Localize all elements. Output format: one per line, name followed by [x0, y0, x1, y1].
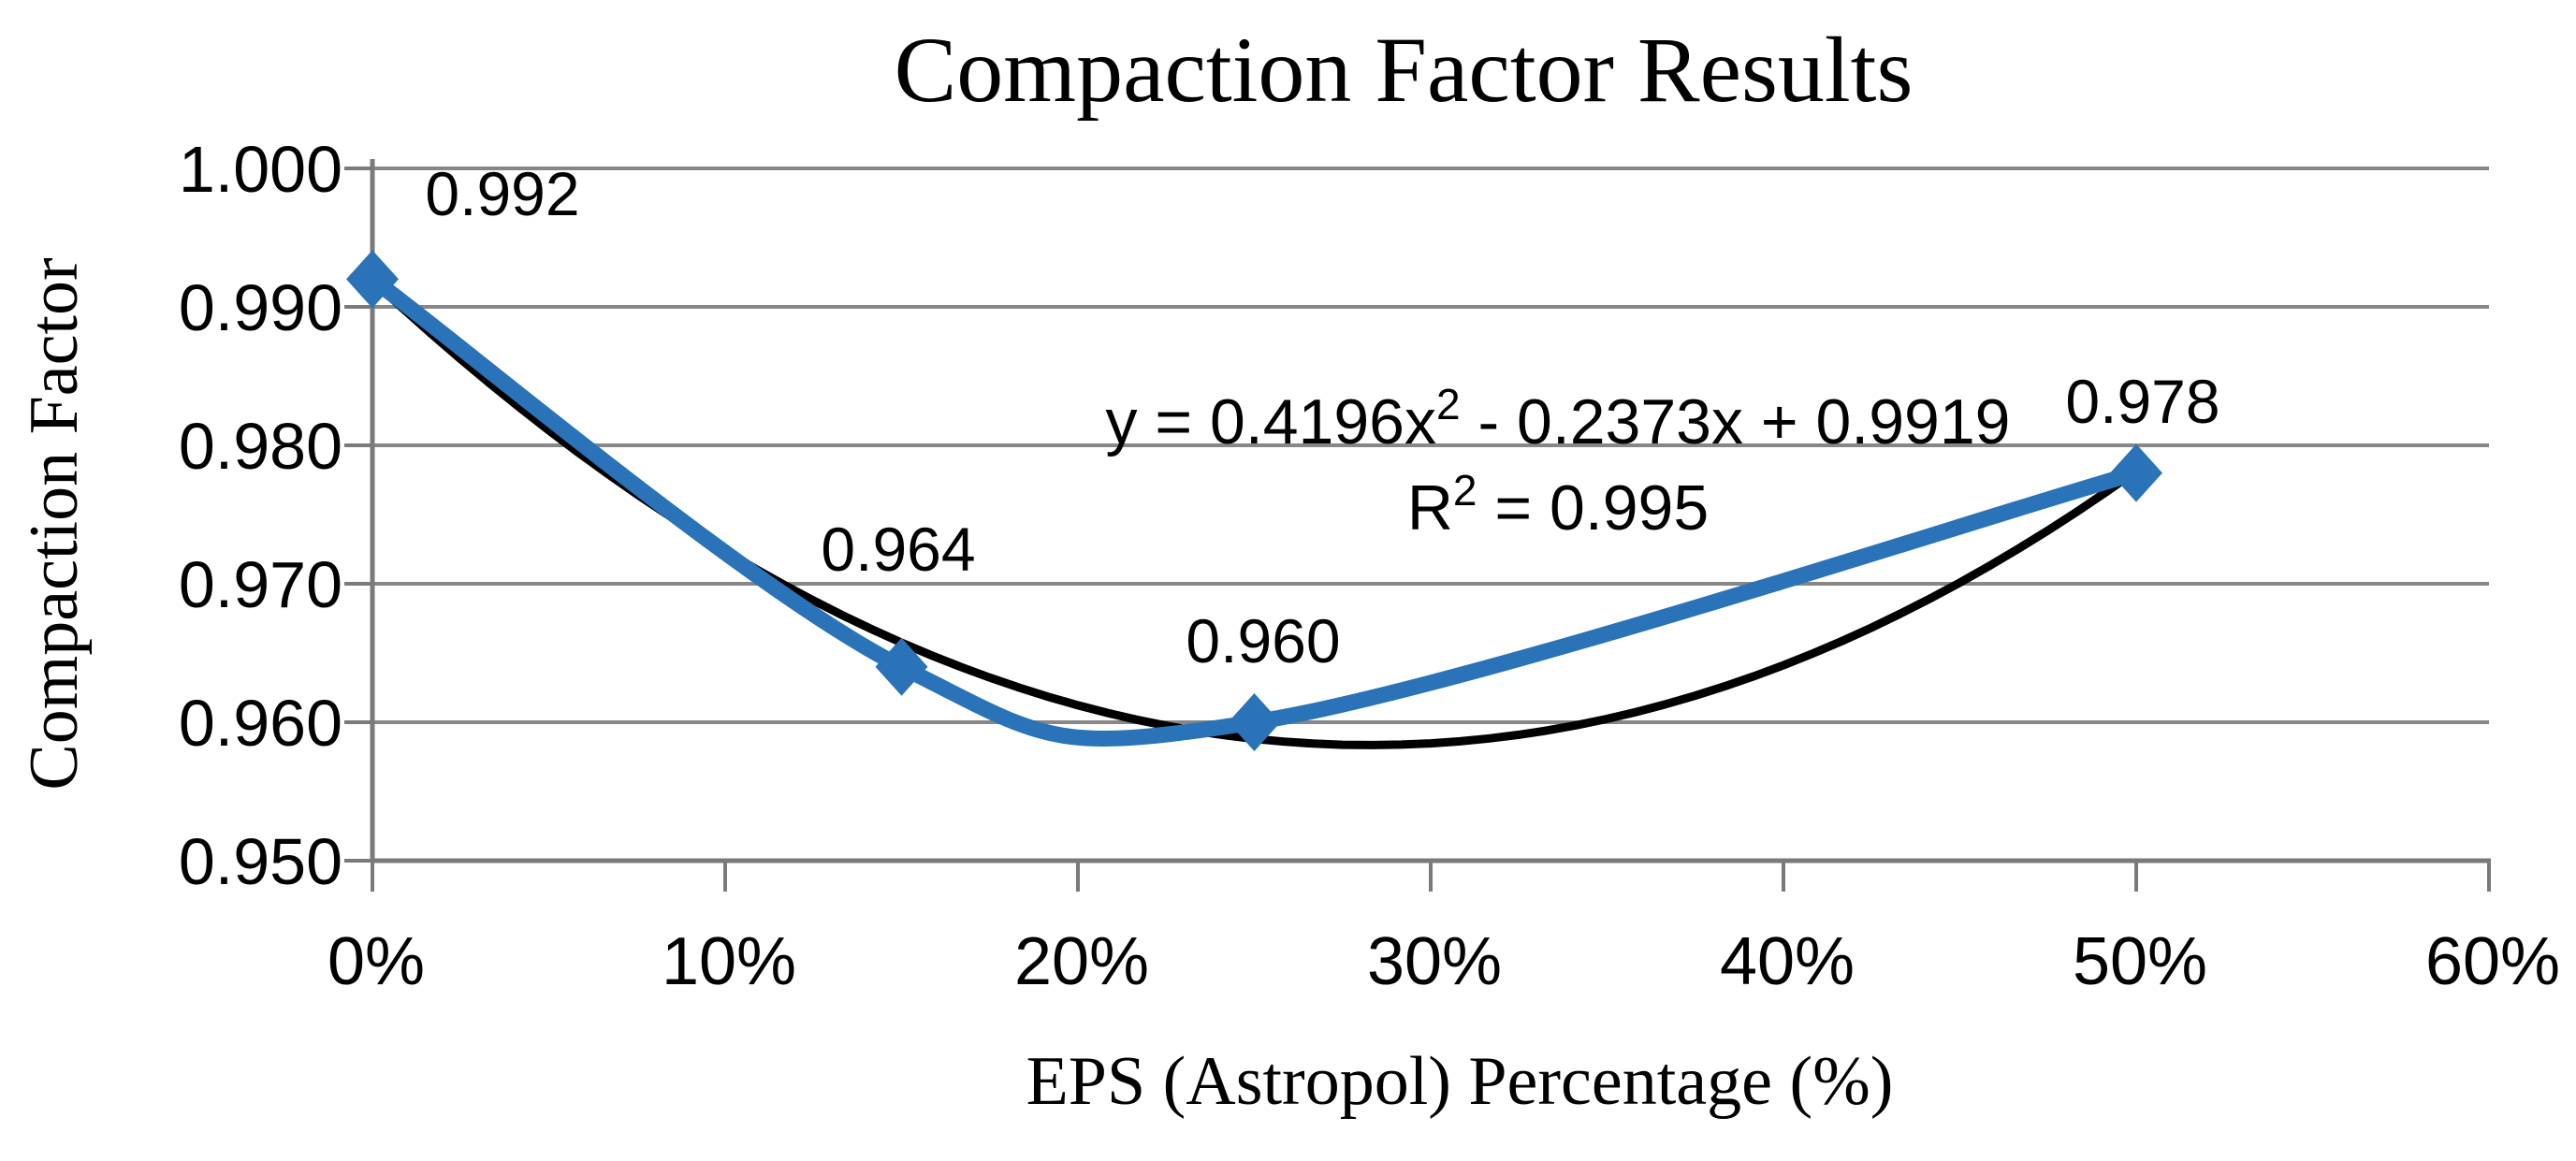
y-tick-label: 0.950 [179, 825, 342, 898]
trendline-annotation: y = 0.4196x2 - 0.2373x + 0.9919 R2 = 0.99… [1106, 380, 2011, 544]
series-line [364, 270, 2145, 747]
x-tick-label: 30% [1367, 924, 1502, 999]
trendline-equation-label: y = 0.4196x2 - 0.2373x + 0.9919 [1106, 380, 2011, 457]
x-tick-label: 50% [2073, 924, 2207, 999]
data-point-label: 0.978 [2065, 367, 2219, 436]
y-tick-label: 0.960 [179, 687, 342, 760]
y-tick-label: 1.000 [179, 133, 342, 206]
x-tick-label: 0% [327, 924, 425, 999]
x-axis-tick-labels: 0% 10% 20% 30% 40% 50% 60% [327, 924, 2560, 999]
diamond-marker [2110, 443, 2162, 502]
chart-title: Compaction Factor Results [895, 18, 1914, 122]
y-tick-label: 0.970 [179, 548, 342, 621]
diamond-marker [875, 637, 928, 696]
x-tick-label: 20% [1014, 924, 1149, 999]
diamond-marker [1228, 693, 1281, 751]
y-tick-label: 0.990 [179, 271, 342, 344]
gridlines [372, 167, 2489, 724]
data-point-labels: 0.992 0.964 0.960 0.978 [425, 159, 2219, 675]
data-point-label: 0.960 [1186, 606, 1340, 675]
y-tick-label: 0.980 [179, 410, 342, 483]
diamond-marker [346, 250, 399, 309]
y-axis-title: Compaction Factor [16, 257, 93, 790]
series-group [346, 250, 2162, 751]
y-axis-tick-labels: 1.000 0.990 0.980 0.970 0.960 0.950 [179, 133, 342, 898]
x-tick-label: 40% [1720, 924, 1855, 999]
x-tick-label: 10% [662, 924, 796, 999]
x-tick-label: 60% [2425, 924, 2560, 999]
data-point-label: 0.992 [425, 159, 579, 228]
r-squared-label: R2 = 0.995 [1407, 466, 1709, 544]
x-axis-title: EPS (Astropol) Percentage (%) [1026, 1043, 1894, 1120]
data-point-label: 0.964 [821, 515, 975, 584]
